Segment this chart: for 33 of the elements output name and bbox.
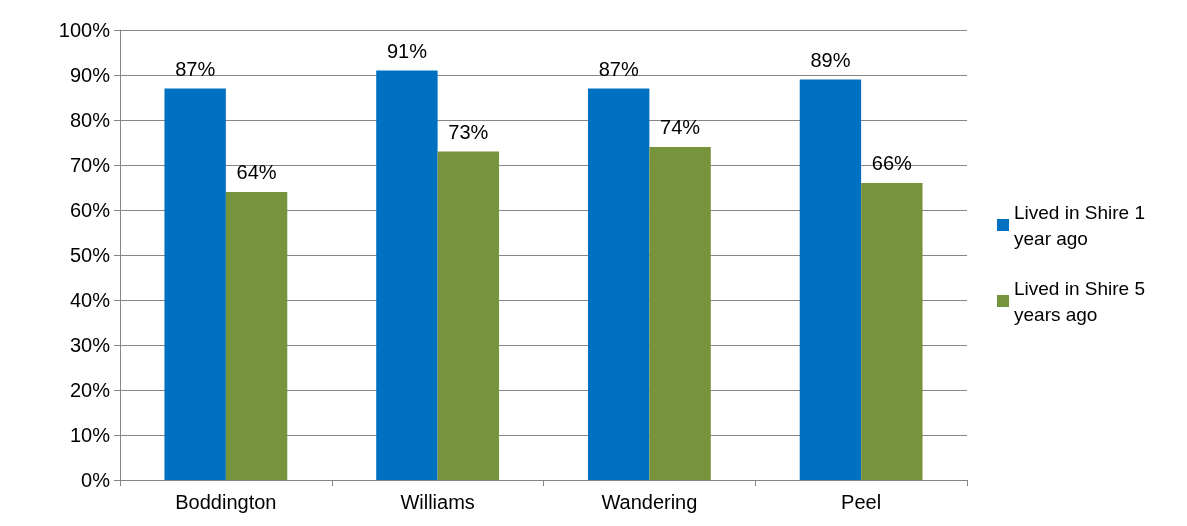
y-tick-label: 20% <box>69 379 111 401</box>
y-tick-label: 100% <box>58 19 111 41</box>
data-label: 91% <box>386 39 428 62</box>
x-tick-label: Wandering <box>601 491 698 513</box>
y-tick-label: 40% <box>69 289 111 311</box>
data-label: 73% <box>448 120 489 143</box>
bar <box>376 70 438 480</box>
data-label: 66% <box>871 152 913 174</box>
bar <box>587 88 650 480</box>
bar <box>799 79 862 480</box>
y-tick-label: 60% <box>69 199 111 221</box>
x-tick-label: Boddington <box>175 491 277 513</box>
legend-label: Lived in Shire 5 years ago <box>1014 277 1151 325</box>
bar <box>861 183 923 480</box>
y-tick-label: 70% <box>69 154 111 176</box>
data-label: 87% <box>175 57 216 80</box>
legend-label: Lived in Shire 1 year ago <box>1014 201 1151 249</box>
data-label: 74% <box>660 116 701 138</box>
bar <box>225 192 288 480</box>
bar <box>437 151 500 480</box>
bar <box>164 88 226 480</box>
data-label: 64% <box>236 161 277 183</box>
y-tick-label: 0% <box>81 469 111 491</box>
bar <box>649 147 711 480</box>
x-tick-label: Peel <box>841 491 882 513</box>
data-label: 89% <box>810 48 851 71</box>
data-label: 87% <box>598 57 639 80</box>
y-tick-label: 50% <box>69 244 111 266</box>
x-tick-label: Williams <box>400 491 475 513</box>
y-tick-label: 30% <box>69 334 111 356</box>
y-tick-label: 90% <box>69 64 111 86</box>
y-tick-label: 10% <box>69 424 111 446</box>
y-tick-label: 80% <box>69 109 111 131</box>
